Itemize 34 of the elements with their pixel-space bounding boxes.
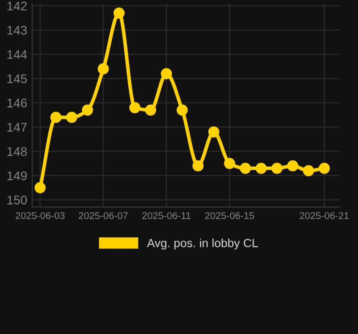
point [98,63,109,74]
x-tick-label: 2025-06-15 [205,212,254,220]
point [208,126,220,138]
point [34,182,46,194]
legend-label: Avg. pos. in lobby CL [146,238,258,250]
point [240,162,251,174]
point [160,68,172,80]
point [192,160,204,172]
point [114,7,125,19]
point [271,162,282,174]
y-tick-label: 142 [7,2,27,10]
x-tick-label: 2025-06-03 [16,212,65,220]
x-tick-label: 2025-06-21 [300,212,349,220]
x-tick-label: 2025-06-11 [142,212,190,220]
y-tick-label: 149 [7,171,27,180]
point [129,102,140,114]
point [256,162,267,174]
y-tick-label: 144 [7,50,27,59]
y-tick-label: 143 [7,26,27,35]
y-tick-label: 145 [7,74,27,84]
point [224,158,236,169]
y-tick-label: 150 [7,196,27,204]
point [287,160,298,172]
point [145,104,156,116]
x-tick-label: 2025-06-07 [78,212,128,220]
y-tick-label: 146 [7,98,27,108]
point [318,162,330,174]
point [302,165,314,176]
point [50,112,62,123]
point [176,104,188,116]
point [66,112,78,123]
point [82,104,94,116]
y-tick-label: 148 [7,147,27,156]
y-tick-label: 147 [7,122,27,132]
